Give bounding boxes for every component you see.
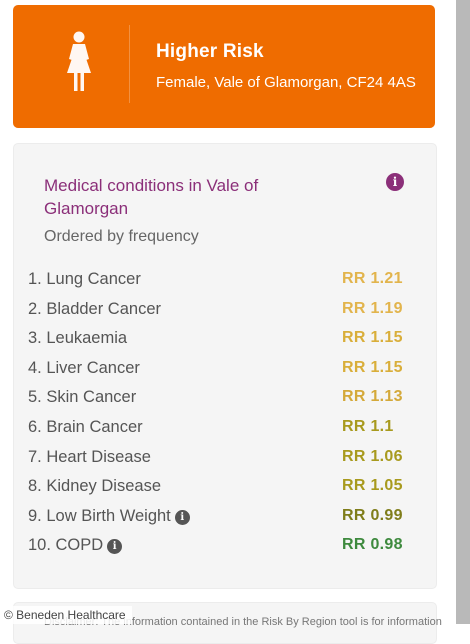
condition-row: 8. Kidney Disease RR 1.05 xyxy=(14,473,436,503)
condition-row: 1. Lung Cancer RR 1.21 xyxy=(14,266,436,296)
condition-name: 2. Bladder Cancer xyxy=(28,300,161,319)
condition-label: 7. Heart Disease xyxy=(28,447,151,466)
conditions-list: 1. Lung Cancer RR 1.21 2. Bladder Cancer RR… xyxy=(14,266,436,562)
condition-label: 1. Lung Cancer xyxy=(28,270,141,288)
info-icon[interactable]: i xyxy=(174,509,190,525)
condition-label: 3. Leukaemia xyxy=(28,329,128,348)
condition-row: 3. Leukaemia RR 1.15 xyxy=(14,325,436,355)
condition-row: 2. Bladder Cancer RR 1.19 xyxy=(14,296,436,326)
info-icon[interactable]: i xyxy=(107,539,123,555)
relative-risk-value: RR 1.1 xyxy=(342,417,394,435)
relative-risk-value: RR 1.21 xyxy=(342,270,403,287)
conditions-ordering-note: Ordered by frequency xyxy=(44,228,199,245)
condition-label: 10. COPD xyxy=(28,536,104,555)
info-icon[interactable]: i xyxy=(386,173,404,191)
relative-risk-value: RR 0.98 xyxy=(342,536,403,554)
condition-label: 6. Brain Cancer xyxy=(28,417,143,436)
condition-label: 8. Kidney Disease xyxy=(28,477,161,496)
condition-label: 9. Low Birth Weight xyxy=(28,506,171,525)
copyright-watermark: © Beneden Healthcare xyxy=(0,606,132,624)
risk-location-subtitle: Female, Vale of Glamorgan, CF24 4AS xyxy=(156,74,416,91)
relative-risk-value: RR 1.15 xyxy=(342,329,403,347)
condition-row: 4. Liver Cancer RR 1.15 xyxy=(14,355,436,385)
risk-icon-panel xyxy=(33,25,130,103)
condition-name: 6. Brain Cancer xyxy=(28,418,143,437)
scrollbar[interactable] xyxy=(456,0,470,624)
condition-name: 9. Low Birth Weight i xyxy=(28,507,190,526)
condition-row: 6. Brain Cancer RR 1.1 xyxy=(14,414,436,444)
relative-risk-value: RR 1.05 xyxy=(342,477,403,495)
conditions-heading: Medical conditions in Vale of Glamorgan xyxy=(44,176,259,218)
condition-name: 4. Liver Cancer xyxy=(28,359,140,378)
condition-row: 9. Low Birth Weight i RR 0.99 xyxy=(14,503,436,533)
condition-name: 7. Heart Disease xyxy=(28,448,151,467)
condition-name: 1. Lung Cancer xyxy=(28,270,141,289)
condition-label: 5. Skin Cancer xyxy=(28,388,137,407)
medical-conditions-card: Medical conditions in Vale of Glamorgan … xyxy=(13,143,437,589)
condition-name: 10. COPD i xyxy=(28,536,123,555)
condition-label: 2. Bladder Cancer xyxy=(28,299,161,318)
condition-label: 4. Liver Cancer xyxy=(28,358,140,377)
relative-risk-value: RR 1.13 xyxy=(342,388,403,406)
risk-level-title: Higher Risk xyxy=(156,41,264,62)
condition-row: 7. Heart Disease RR 1.06 xyxy=(14,444,436,474)
relative-risk-value: RR 1.19 xyxy=(342,299,403,317)
condition-name: 5. Skin Cancer xyxy=(28,388,136,407)
relative-risk-value: RR 1.15 xyxy=(342,358,403,376)
relative-risk-value: RR 1.06 xyxy=(342,447,403,465)
condition-name: 3. Leukaemia xyxy=(28,329,127,348)
condition-row: 5. Skin Cancer RR 1.13 xyxy=(14,384,436,414)
relative-risk-value: RR 0.99 xyxy=(342,506,403,524)
female-person-icon xyxy=(67,31,91,91)
risk-summary-card: Higher Risk Female, Vale of Glamorgan, C… xyxy=(13,5,435,128)
condition-row: 10. COPD i RR 0.98 xyxy=(14,532,436,562)
condition-name: 8. Kidney Disease xyxy=(28,477,161,496)
